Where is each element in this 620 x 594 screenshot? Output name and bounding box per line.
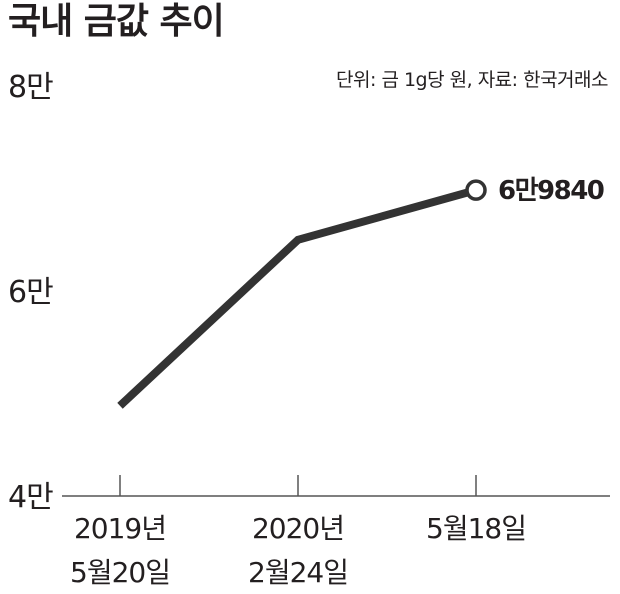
data-labels: 6만9840 [498, 176, 605, 206]
data-point-marker [465, 179, 487, 201]
series-gold-price [117, 179, 487, 409]
y-tick-label: 8만 [8, 70, 53, 105]
y-tick-label: 6만 [8, 275, 53, 310]
chart-title: 국내 금값 추이 [8, 1, 225, 42]
unit-source-note: 단위: 금 1g당 원, 자료: 한국거래소 [336, 69, 608, 91]
series-line [117, 186, 478, 409]
y-axis-ticks: 4만 6만 8만 [8, 70, 54, 515]
x-axis: 2019년 5월20일 2020년 2월24일 5월18일 [62, 475, 610, 589]
x-tick-label: 2월24일 [248, 556, 348, 589]
x-tick-label: 2020년 [252, 512, 344, 545]
x-tick-label: 2019년 [74, 512, 166, 545]
y-tick-label: 4만 [8, 480, 53, 515]
x-tick-label: 5월18일 [426, 512, 526, 545]
x-tick-label: 5월20일 [70, 556, 170, 589]
data-label: 6만9840 [498, 176, 604, 206]
